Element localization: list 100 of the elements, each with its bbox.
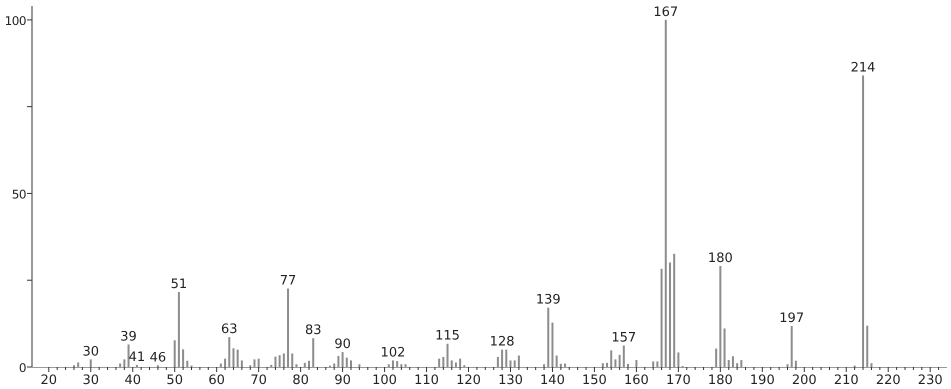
bar (232, 348, 234, 367)
bar (178, 292, 180, 367)
bar (128, 344, 130, 367)
x-tick-label: 40 (124, 373, 142, 388)
x-tick-label: 210 (834, 373, 859, 388)
x-tick-label: 90 (334, 373, 351, 388)
bar (396, 361, 398, 367)
bar (295, 364, 298, 367)
x-tick-label: 70 (250, 373, 267, 388)
annotation: 102 (380, 345, 406, 360)
bar (274, 356, 276, 367)
x-tick-label: 110 (414, 373, 439, 388)
bar (870, 363, 872, 367)
annotation: 139 (536, 292, 561, 308)
bar (287, 288, 290, 367)
y-tick-label: 0 (18, 361, 26, 375)
bar (668, 262, 671, 367)
bar (90, 359, 92, 367)
bar (404, 364, 407, 367)
bar (333, 364, 336, 367)
annotation: 41 (128, 350, 146, 365)
x-tick-label: 150 (582, 373, 607, 388)
bar (564, 364, 566, 367)
bar (736, 363, 738, 367)
annotation: 63 (220, 322, 238, 338)
bar (446, 344, 449, 367)
x-tick-label: 160 (624, 373, 649, 388)
bar (556, 356, 558, 367)
bar (664, 20, 667, 367)
bar (501, 350, 504, 367)
x-tick-label: 120 (456, 373, 481, 388)
x-tick-label: 220 (876, 373, 901, 388)
bar (866, 326, 868, 367)
bar (622, 345, 625, 367)
bar (123, 359, 126, 367)
x-tick-label: 80 (292, 373, 309, 388)
bar (790, 326, 793, 367)
bar (509, 360, 512, 367)
annotation: 90 (334, 337, 351, 352)
y-tick-label: 50 (12, 187, 26, 202)
bar (518, 356, 520, 367)
x-tick-label: 30 (82, 373, 100, 388)
bar (862, 75, 864, 367)
bar (514, 360, 516, 367)
annotation: 214 (850, 60, 876, 76)
annotation: 39 (120, 329, 137, 344)
annotation: 51 (170, 277, 188, 292)
x-tick-label: 100 (372, 373, 397, 388)
bar (505, 350, 508, 367)
x-tick-label: 170 (666, 373, 691, 388)
x-tick-label: 20 (40, 373, 58, 388)
bar (236, 350, 239, 367)
x-tick-label: 140 (540, 373, 565, 388)
bar (278, 355, 281, 367)
x-tick-label: 50 (166, 373, 183, 388)
bar (627, 364, 630, 367)
bar (673, 254, 676, 367)
bar (732, 356, 734, 367)
bar (677, 352, 680, 367)
bar (715, 348, 718, 367)
bar (724, 328, 726, 367)
bar (438, 358, 440, 367)
annotation: 180 (708, 250, 733, 266)
bar (182, 349, 184, 367)
x-tick-label: 200 (792, 373, 817, 388)
bar (652, 361, 654, 367)
bar (342, 352, 344, 367)
bar (450, 360, 453, 367)
bar (291, 353, 294, 367)
bar (614, 359, 616, 367)
bar (551, 322, 554, 367)
bar (119, 364, 122, 367)
bar (400, 364, 402, 367)
annotation: 115 (435, 328, 460, 344)
y-tick-label: 100 (4, 14, 26, 28)
bar (253, 359, 256, 367)
annotation: 157 (611, 330, 636, 346)
bar (228, 337, 230, 367)
bar (454, 362, 457, 367)
x-tick-label: 190 (750, 373, 775, 388)
bar (610, 350, 612, 367)
bar (740, 360, 742, 367)
x-tick-label: 230 (918, 373, 943, 388)
bar (660, 268, 663, 367)
annotation: 77 (280, 274, 296, 289)
bar (459, 358, 462, 367)
annotation: 197 (779, 311, 804, 326)
bar (543, 364, 546, 367)
bar (308, 360, 310, 367)
bar (312, 338, 314, 367)
bar (224, 358, 226, 367)
bar (258, 358, 260, 367)
bar (282, 353, 285, 367)
bar (346, 358, 348, 367)
bar (560, 364, 562, 367)
bar (358, 364, 360, 367)
bar (174, 340, 176, 367)
bar (547, 308, 550, 367)
bar (392, 360, 394, 367)
annotation: 30 (82, 344, 100, 360)
